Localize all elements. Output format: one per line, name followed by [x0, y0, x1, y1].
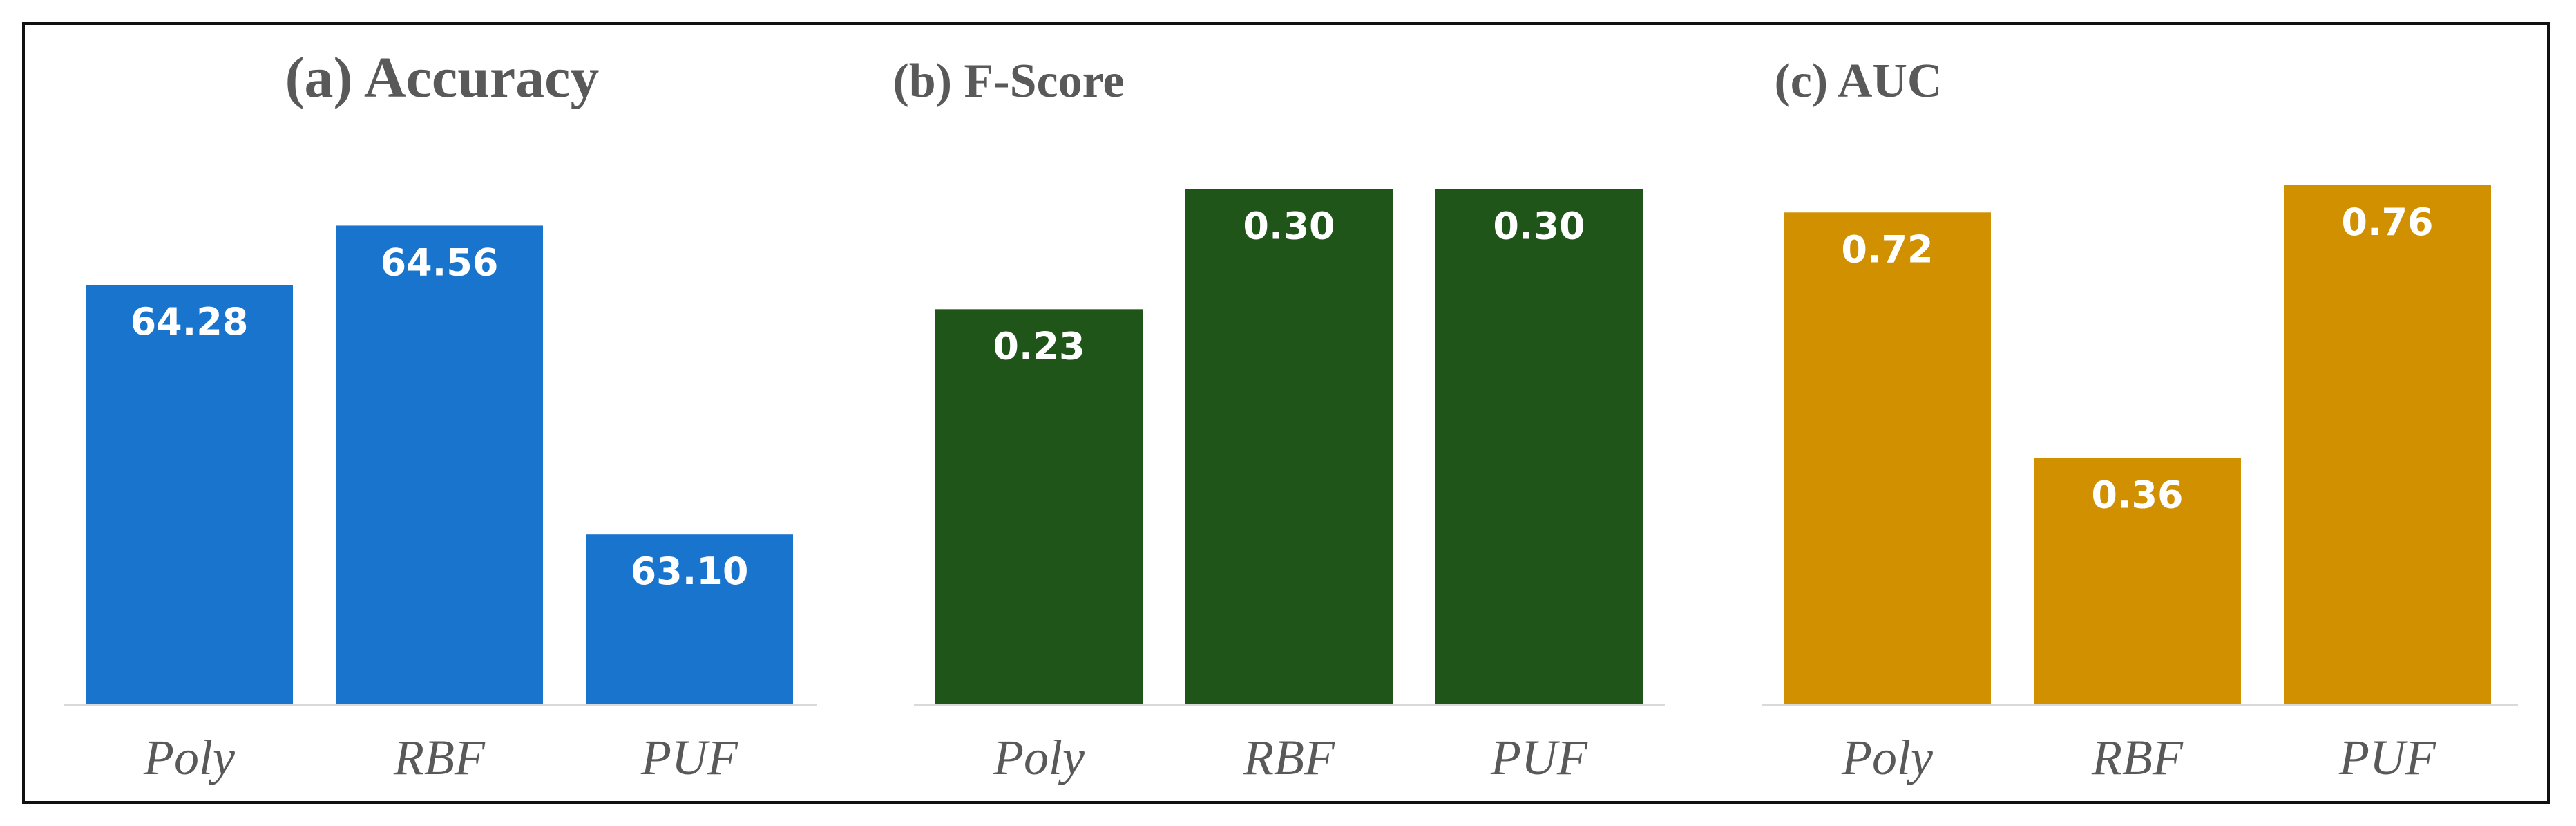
chart-panel-2: (b) F-Score 0.23 Poly 0.30 RBF 0.30 PUF [893, 55, 1665, 785]
tick-label: RBF [393, 730, 486, 785]
bar-poly [935, 309, 1143, 704]
bar-poly [1784, 212, 1991, 704]
data-label: 0.76 [2341, 200, 2433, 244]
chart-panel-3: (c) AUC 0.72 Poly 0.36 RBF 0.76 PUF [1762, 55, 2518, 785]
tick-label: PUF [1490, 730, 1588, 785]
tick-label: RBF [1243, 730, 1335, 785]
tick-label: PUF [2338, 730, 2436, 785]
data-label: 0.36 [2091, 473, 2183, 517]
data-label: 0.30 [1243, 205, 1335, 248]
data-label: 64.56 [381, 241, 499, 284]
tick-label: Poly [1841, 730, 1933, 785]
bar-poly [86, 285, 293, 704]
bar-puf [586, 534, 793, 704]
bar-puf [2284, 185, 2491, 704]
chart-title: (a) Accuracy [285, 46, 600, 110]
bar-rbf [1185, 189, 1393, 704]
chart-panel-1: (a) Accuracy 64.28 Poly 64.56 RBF 63.10 PUF [64, 46, 817, 785]
data-label: 0.23 [993, 324, 1085, 368]
tick-label: RBF [2091, 730, 2184, 785]
tick-label: PUF [640, 730, 738, 785]
data-label: 64.28 [131, 300, 249, 344]
chart-title: (c) AUC [1775, 55, 1943, 108]
data-label: 0.72 [1841, 227, 1933, 271]
data-label: 0.30 [1493, 205, 1585, 248]
bar-rbf [336, 225, 543, 704]
chart-title: (b) F-Score [893, 55, 1125, 108]
data-label: 63.10 [631, 550, 749, 593]
bar-rbf [2034, 458, 2241, 704]
bar-puf [1435, 189, 1643, 704]
tick-label: Poly [993, 730, 1085, 785]
tick-label: Poly [143, 730, 235, 785]
